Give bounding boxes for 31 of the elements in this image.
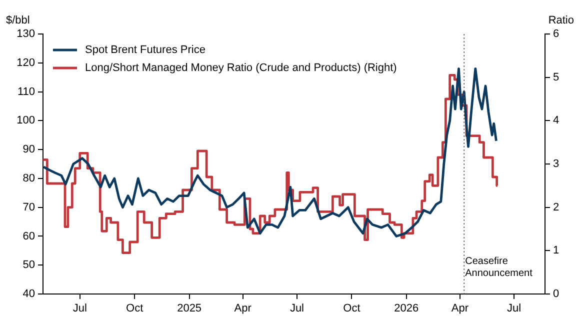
y-tick-label: 130 [16, 28, 35, 40]
x-tick-label: Oct [126, 302, 144, 315]
ref-line-label: Ceasefire Announcement [465, 256, 533, 279]
y-tick-label: 40 [22, 288, 35, 300]
legend-label: Spot Brent Futures Price [85, 44, 206, 56]
y2-tick-label: 2 [553, 201, 560, 214]
y2-tick-label: 0 [553, 288, 560, 300]
y-tick-label: 100 [16, 114, 35, 127]
legend-label: Long/Short Managed Money Ratio (Crude and Products) (Right) [85, 62, 397, 74]
x-tick-label: 2026 [394, 302, 419, 315]
y-tick-label: 80 [22, 172, 35, 184]
x-tick-label: Jul [290, 302, 304, 315]
x-tick-label: Jul [507, 302, 522, 315]
y-tick-label: 60 [22, 230, 35, 242]
y2-tick-label: 4 [553, 114, 560, 127]
y-tick-label: 90 [22, 144, 35, 156]
y2-tick-label: 6 [553, 28, 560, 40]
x-tick-label: Jul [72, 302, 87, 315]
x-tick-label: Oct [343, 302, 360, 315]
y-tick-label: 50 [22, 259, 35, 272]
x-tick-label: Apr [451, 302, 469, 315]
y2-tick-label: 3 [553, 158, 560, 170]
y-axis-title: $/bbl [6, 14, 30, 27]
y-tick-label: 70 [22, 201, 35, 214]
y-tick-label: 120 [16, 56, 35, 69]
y2-tick-label: 5 [553, 71, 560, 84]
y2-axis-title: Ratio [548, 14, 574, 27]
y-tick-label: 110 [17, 86, 35, 98]
x-tick-label: 2025 [177, 302, 202, 315]
x-tick-label: Apr [234, 302, 252, 315]
y2-tick-label: 1 [553, 244, 560, 257]
